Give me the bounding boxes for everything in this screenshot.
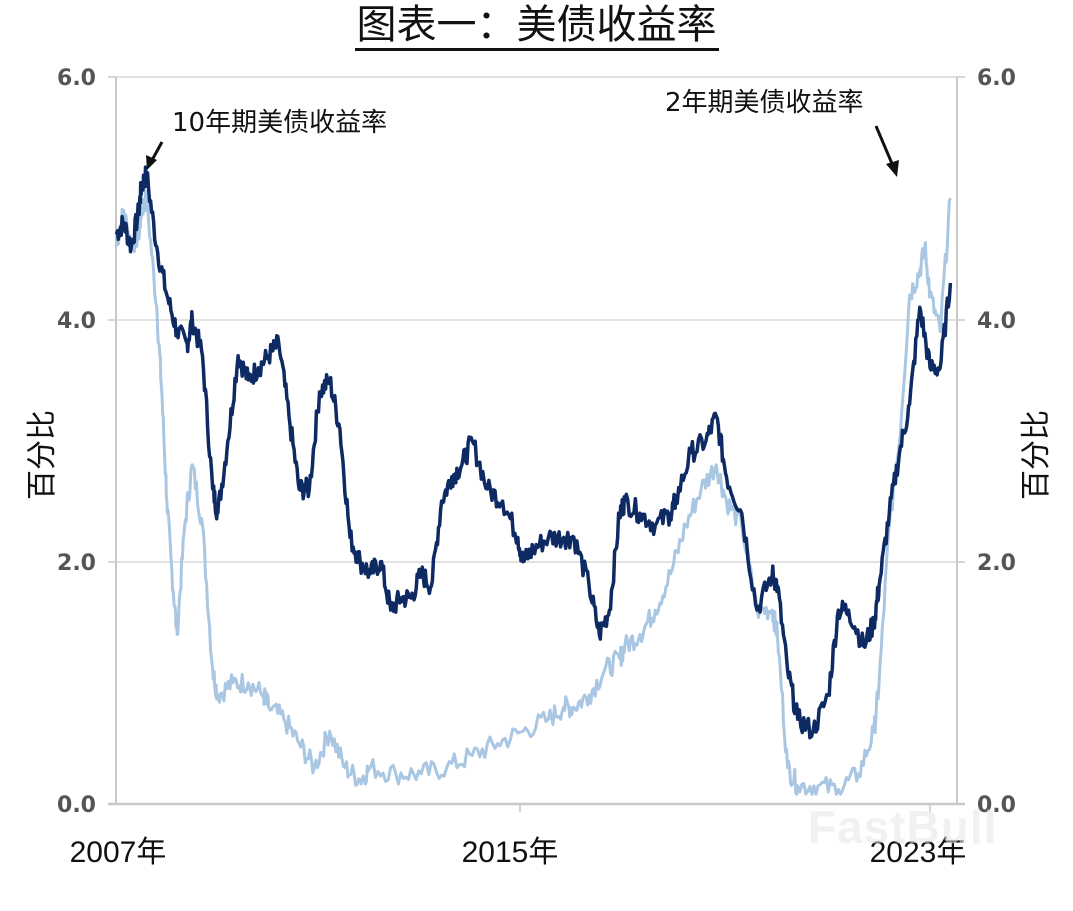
x-tick-2015: 2015年 — [462, 836, 559, 869]
chart-title: 图表一：美债收益率 — [0, 2, 1073, 51]
x-tick-2007: 2007年 — [70, 836, 167, 869]
y-axis-left-ticks: 6.0 4.0 2.0 0.0 — [57, 66, 96, 818]
gridlines — [116, 76, 957, 563]
two-year-arrow-icon — [874, 125, 899, 177]
y-axis-left-label: 百分比 — [25, 410, 60, 500]
y-tick-right-0: 0.0 — [977, 793, 1016, 818]
x-axis-ticks: 2007年 2015年 2023年 — [70, 836, 967, 869]
two-year-yield-line — [114, 189, 952, 796]
y-tick-left-2: 2.0 — [57, 551, 96, 576]
ten-year-arrow-icon — [146, 141, 164, 170]
y-tick-left-0: 0.0 — [57, 793, 96, 818]
y-axis-right-label: 百分比 — [1019, 410, 1054, 500]
y-tick-right-6: 6.0 — [977, 66, 1016, 91]
ten-year-yield-line — [114, 165, 953, 740]
axes — [108, 76, 965, 812]
watermark: FastBull — [808, 801, 998, 853]
ten-year-annotation: 10年期美债收益率 — [172, 108, 387, 138]
y-tick-right-2: 2.0 — [977, 551, 1016, 576]
y-tick-left-6: 6.0 — [57, 66, 96, 91]
y-axis-right-ticks: 6.0 4.0 2.0 0.0 — [977, 66, 1016, 818]
two-year-annotation: 2年期美债收益率 — [665, 88, 864, 118]
y-tick-right-4: 4.0 — [977, 309, 1016, 334]
y-tick-left-4: 4.0 — [57, 309, 96, 334]
x-tick-2023: 2023年 — [870, 836, 967, 869]
